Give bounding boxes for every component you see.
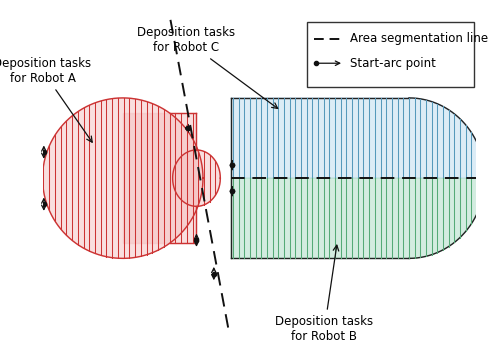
Text: Deposition tasks
for Robot A: Deposition tasks for Robot A [0,57,92,142]
FancyBboxPatch shape [307,22,474,87]
Text: Deposition tasks
for Robot B: Deposition tasks for Robot B [276,245,374,343]
Polygon shape [231,178,485,258]
Polygon shape [123,113,196,243]
Text: Deposition tasks
for Robot C: Deposition tasks for Robot C [136,26,278,109]
Polygon shape [42,98,203,258]
Text: Area segmentation line: Area segmentation line [350,32,488,45]
Polygon shape [231,98,485,178]
Text: Start-arc point: Start-arc point [350,57,436,70]
Polygon shape [172,150,220,206]
